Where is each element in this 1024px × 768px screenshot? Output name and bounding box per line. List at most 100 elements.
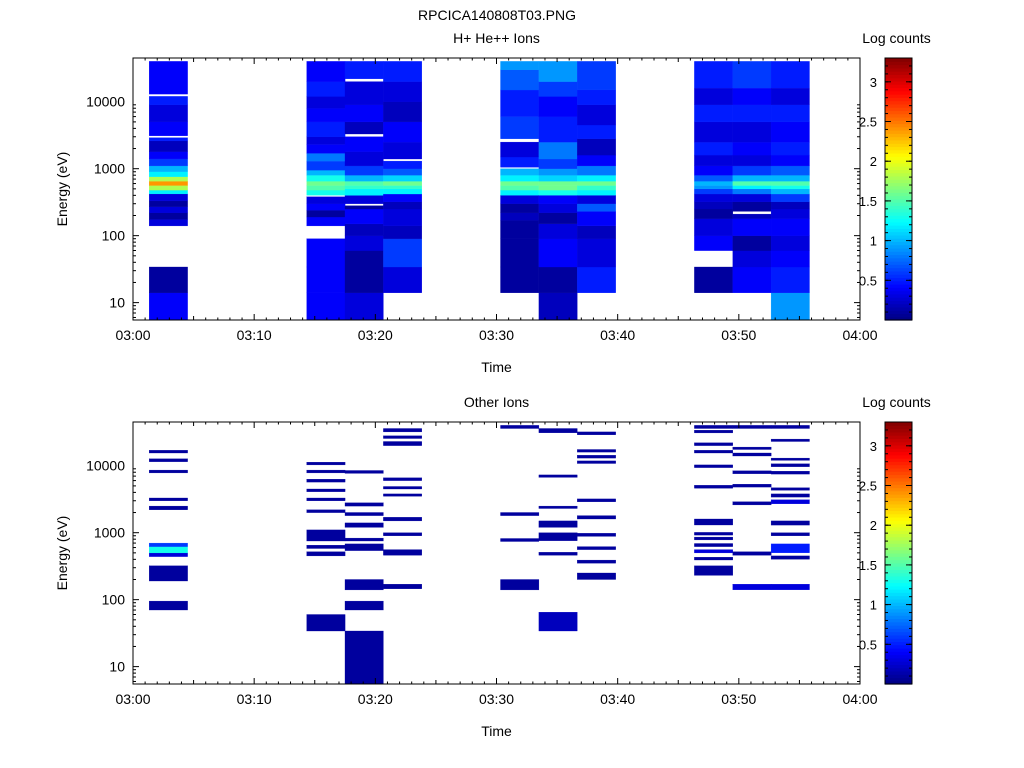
colorbar-swatch [885,61,912,66]
cell-p0-c4-b7 [500,185,540,191]
colorbar-swatch [885,680,912,685]
colorbar-swatch [885,71,912,75]
colorbar-swatch [885,152,912,157]
colorbar-swatch [885,287,912,292]
colorbar: 0.5 1 1.5 2 2.5 3 Log counts [859,394,931,685]
colorbar-tick-label: 1 [870,234,877,249]
colorbar-swatch [885,572,912,577]
x-tick-label: 04:00 [842,327,877,343]
x-axis-label: Time [481,359,512,375]
colorbar-swatch [885,611,912,616]
cell-p1-c9-b10 [770,457,810,461]
cell-p1-c5-b6 [538,428,578,433]
cell-p0-c8-b3 [732,218,772,236]
colorbar-swatch [885,579,912,584]
x-tick-label: 03:30 [479,691,514,707]
colorbar-swatch [885,631,912,636]
cell-p0-c1-b13 [306,153,346,162]
cell-p0-c2-b0 [344,292,384,321]
cell-p0-c6-b3 [577,211,616,226]
cell-p0-c7-b9 [694,175,733,182]
cell-p0-c5-b4 [538,212,578,224]
y-tick-label: 100 [102,592,126,608]
colorbar-tick-label: 0.5 [859,637,877,652]
cell-p0-c7-b0 [694,266,733,293]
x-tick-label: 03:40 [600,327,635,343]
colorbar-swatch [885,58,912,62]
colorbar-swatch [885,585,912,590]
colorbar-swatch [885,306,912,311]
cell-p1-c8-b5 [732,452,772,457]
colorbar-swatch [885,123,912,128]
cell-p0-c0-b3 [149,212,188,220]
colorbar-swatch [885,657,912,662]
cell-p0-c2-b8 [344,185,384,190]
colorbar-swatch [885,166,912,170]
cell-p0-c2-b4 [344,208,384,225]
colorbar-swatch [885,77,912,82]
colorbar-swatch [885,592,912,597]
cell-p1-c7-b6 [694,518,733,526]
cell-p1-c2-b1 [344,600,384,611]
cell-p0-c1-b1 [306,266,346,293]
cell-p0-c5-b7 [538,189,578,196]
colorbar-tick-label: 2 [870,154,877,169]
colorbar-swatch [885,159,912,164]
cell-p0-c0-b2 [149,219,188,227]
colorbar: 0.5 1 1.5 2 2.5 3 Log counts [859,30,931,321]
cell-p0-c4-b8 [500,181,540,186]
cell-p0-c6-b14 [577,104,616,126]
cell-p0-c2-b16 [344,81,384,105]
cell-p0-c9-b17 [770,87,810,105]
colorbar-swatch [885,175,912,180]
cell-p1-c1-b9 [306,462,346,466]
colorbar-swatch [885,316,912,321]
colorbar-swatch [885,435,912,439]
cell-p0-c6-b13 [577,124,616,139]
colorbar-swatch [885,126,912,131]
colorbar-swatch [885,677,912,682]
cell-p1-c1-b5 [306,497,346,501]
colorbar-swatch [885,543,912,548]
colorbar-swatch [885,425,912,430]
cell-p0-c4-b13 [500,116,540,139]
cell-p1-c9-b1 [770,555,810,560]
colorbar-swatch [885,110,912,115]
cell-p0-c7-b3 [694,208,733,219]
x-tick-label: 03:20 [358,691,393,707]
colorbar-swatch [885,156,912,161]
cell-p0-c4-b6 [500,189,540,196]
cell-p0-c9-b10 [770,181,810,186]
cell-p1-c2-b4 [344,537,384,542]
cell-p0-c1-b9 [306,181,346,186]
colorbar-swatch [885,103,912,108]
y-tick-label: 1000 [94,161,125,177]
cell-p0-c6-b15 [577,89,616,105]
colorbar-swatch [885,484,912,489]
colorbar-swatch [885,94,912,98]
cell-p0-c2-b7 [344,188,384,196]
cell-p1-c0-b0 [149,600,188,611]
x-tick-label: 03:10 [237,327,272,343]
colorbar-swatch [885,575,912,580]
cell-p0-c2-b3 [344,223,384,236]
cell-p0-c2-b11 [344,165,384,176]
cell-p0-c4-b2 [500,220,540,239]
colorbar-swatch [885,100,912,105]
colorbar-tick-label: 0.5 [859,273,877,288]
colorbar-swatch [885,172,912,177]
colorbar-swatch [885,562,912,567]
colorbar-swatch [885,474,912,479]
cell-p0-c2-b1 [344,250,384,293]
cell-p0-c5-b15 [538,96,578,117]
colorbar-swatch [885,67,912,72]
cell-p1-c9-b9 [770,463,810,467]
cell-p1-c9-b6 [770,493,810,498]
cell-p1-c9-b11 [770,438,810,442]
cell-p1-c7-b11 [694,430,733,434]
cell-p0-c8-b1 [732,250,772,268]
cell-p0-c9-b12 [770,165,810,176]
cell-p0-c4-b1 [500,238,540,268]
cell-p0-c2-b14 [344,121,384,135]
